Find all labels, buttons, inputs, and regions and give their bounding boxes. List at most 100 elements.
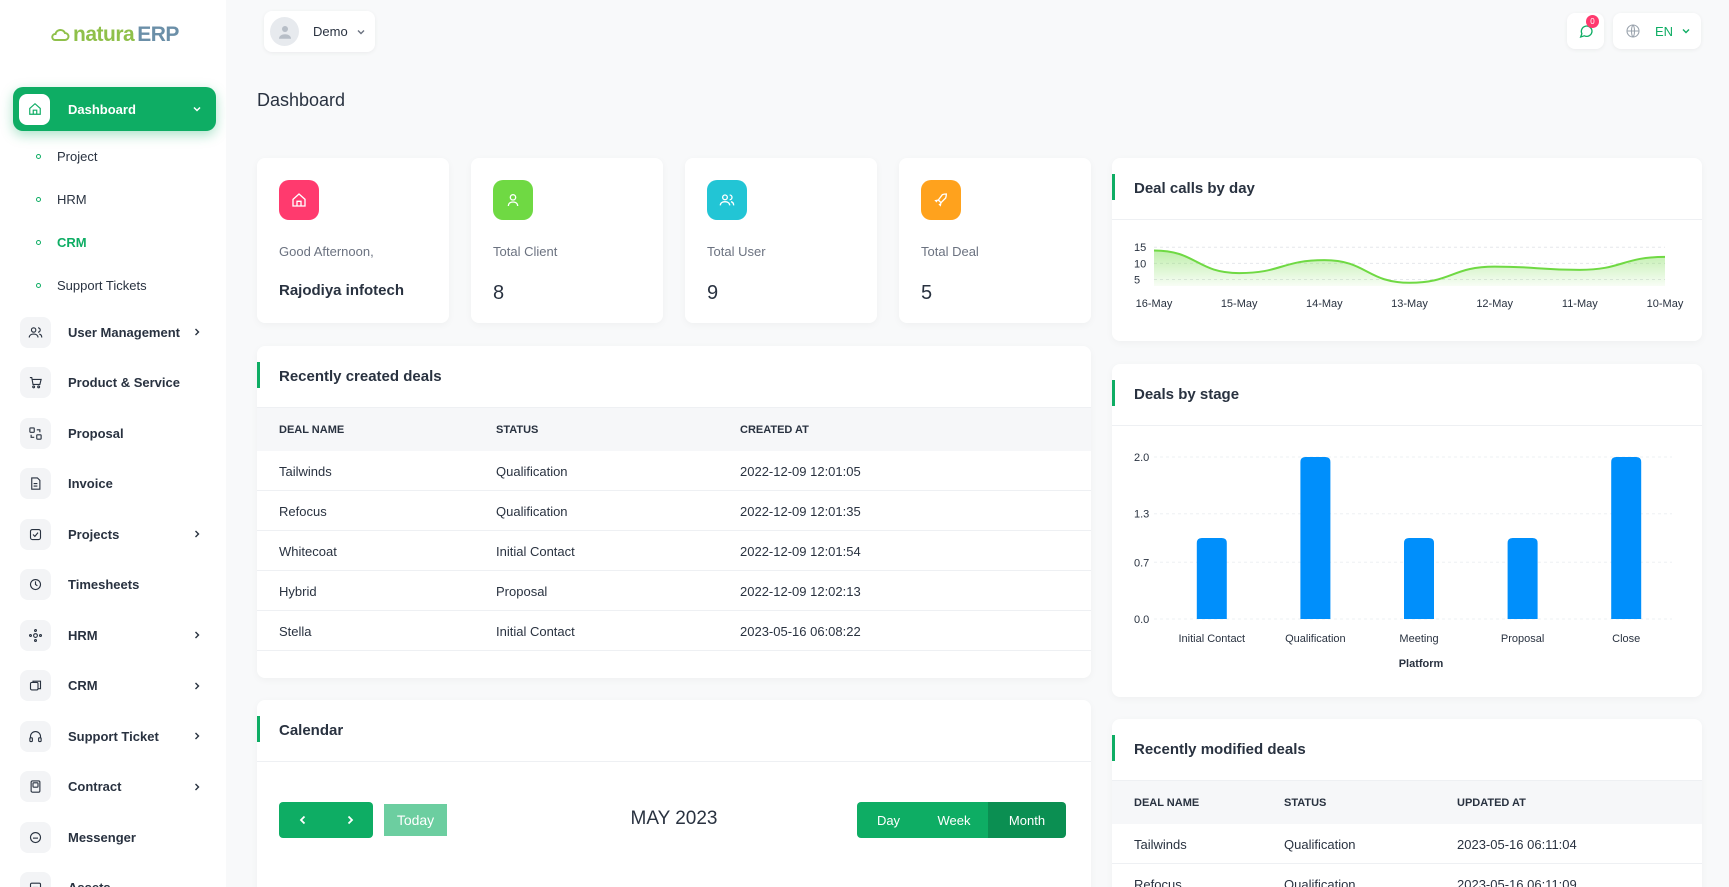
x-tick-label: Close xyxy=(1612,633,1640,645)
hrm-icon xyxy=(20,619,51,651)
submenu-label: Project xyxy=(57,148,98,164)
sidebar-item-projects[interactable]: Projects xyxy=(20,517,210,551)
column-header: DEAL NAME xyxy=(1134,797,1200,809)
calendar-month-title: MAY 2023 xyxy=(630,808,718,829)
calendar-view-day[interactable]: Day xyxy=(857,802,920,838)
sidebar-item-label: Timesheets xyxy=(68,577,140,592)
deals-by-stage-card: Deals by stage 2.0 1.3 0.7 0.0 Initial Conta… xyxy=(1112,364,1702,697)
stat-label: Total User xyxy=(707,244,766,259)
card-title: Calendar xyxy=(279,722,344,739)
sidebar-item-support-ticket[interactable]: Support Ticket xyxy=(20,719,210,753)
table-cell: Qualification xyxy=(1284,837,1356,852)
table-cell: Refocus xyxy=(279,504,327,519)
chevron-right-icon xyxy=(195,682,200,689)
table-cell: Qualification xyxy=(1284,877,1356,887)
sidebar-item-label: Invoice xyxy=(68,476,113,491)
user-name: Demo xyxy=(313,24,348,39)
users-icon xyxy=(707,180,747,220)
stat-value: 8 xyxy=(493,282,505,304)
column-header: CREATED AT xyxy=(740,424,809,436)
table-cell: Qualification xyxy=(496,504,568,519)
x-tick-label: 10-May xyxy=(1647,298,1684,310)
accent-bar xyxy=(257,362,260,388)
chevron-left-icon xyxy=(299,815,305,825)
table-cell: Whitecoat xyxy=(279,544,337,559)
submenu-support-tickets[interactable]: Support Tickets xyxy=(36,275,147,295)
chevron-right-icon xyxy=(195,530,200,538)
card-header: Recently created deals xyxy=(257,346,1091,408)
calendar-next-button[interactable] xyxy=(326,802,373,838)
area-fill xyxy=(1154,250,1665,286)
x-tick-label: 13-May xyxy=(1391,298,1428,310)
language-dropdown[interactable]: EN xyxy=(1613,13,1701,49)
chevron-right-icon xyxy=(195,631,200,639)
table-row: Stella Initial Contact 2023-05-16 06:08:22 xyxy=(257,611,1091,651)
invoice-icon xyxy=(20,468,51,499)
chevron-right-icon xyxy=(195,732,200,740)
table-cell: 2023-05-16 06:11:04 xyxy=(1457,837,1577,852)
x-tick-label: 15-May xyxy=(1221,298,1258,310)
column-header: STATUS xyxy=(1284,797,1327,809)
sidebar-item-crm[interactable]: CRM xyxy=(20,669,210,703)
calendar-today-button[interactable]: Today xyxy=(384,804,447,836)
table-cell: Tailwinds xyxy=(279,464,332,479)
sidebar-item-user-management[interactable]: User Management xyxy=(20,315,210,349)
bar-close[interactable] xyxy=(1611,457,1642,619)
table-row: Refocus Qualification 2022-12-09 12:01:35 xyxy=(257,491,1091,531)
sidebar-item-dashboard[interactable]: Dashboard xyxy=(13,87,216,131)
table-row: Hybrid Proposal 2022-12-09 12:02:13 xyxy=(257,571,1091,611)
home-icon xyxy=(279,180,319,220)
bar-meeting[interactable] xyxy=(1404,538,1434,619)
stat-value: 5 xyxy=(921,282,933,304)
stat-card-total-deal: Total Deal 5 xyxy=(899,158,1091,323)
y-tick-label: 0.7 xyxy=(1134,557,1149,569)
table-cell: 2022-12-09 12:01:05 xyxy=(740,464,861,479)
table-cell: 2022-12-09 12:01:54 xyxy=(740,544,861,559)
submenu-label: HRM xyxy=(57,191,87,207)
calendar-view-month[interactable]: Month xyxy=(988,802,1066,838)
stat-label: Total Client xyxy=(493,244,558,259)
home-icon xyxy=(19,93,50,125)
accent-bar xyxy=(1112,174,1115,200)
globe-icon xyxy=(1626,24,1640,38)
sidebar-item-label: Assets xyxy=(68,880,210,887)
calendar-prev-button[interactable] xyxy=(279,802,326,838)
submenu-crm[interactable]: CRM xyxy=(36,232,87,252)
submenu-project[interactable]: Project xyxy=(36,146,97,166)
table-cell: Refocus xyxy=(1134,877,1182,887)
submenu-hrm[interactable]: HRM xyxy=(36,189,87,209)
users-icon xyxy=(20,316,51,348)
chevron-down-icon xyxy=(1682,29,1690,34)
card-header: Deals by stage xyxy=(1112,364,1702,426)
x-tick-label: Meeting xyxy=(1399,633,1438,645)
stat-card-greeting: Good Afternoon, Rajodiya infotech xyxy=(257,158,449,323)
sidebar-item-messenger[interactable]: Messenger xyxy=(20,820,210,854)
sidebar-item-product-service[interactable]: Product & Service xyxy=(20,366,210,400)
sidebar-item-hrm[interactable]: HRM xyxy=(20,618,210,652)
sidebar-item-assets[interactable]: Assets xyxy=(20,871,210,887)
table-cell: 2023-05-16 06:08:22 xyxy=(740,624,861,639)
table-cell: Stella xyxy=(279,624,312,639)
table-cell: 2023-05-16 06:11:09 xyxy=(1457,877,1577,887)
sidebar-item-label: User Management xyxy=(68,324,180,340)
y-tick-label: 1.3 xyxy=(1134,509,1149,521)
chevron-right-icon xyxy=(347,815,353,825)
user-dropdown[interactable]: Demo xyxy=(264,11,375,52)
language-label: EN xyxy=(1655,23,1674,39)
modified-deals-card: Recently modified deals DEAL NAME STATUS… xyxy=(1112,719,1702,887)
card-title: Deal calls by day xyxy=(1134,180,1255,197)
accent-bar xyxy=(1112,735,1115,761)
sidebar-item-contract[interactable]: Contract xyxy=(20,770,210,804)
stat-card-total-client: Total Client 8 xyxy=(471,158,663,323)
calendar-view-week[interactable]: Week xyxy=(920,802,988,838)
brand-logo[interactable]: natura ERP xyxy=(50,23,179,47)
bar-proposal[interactable] xyxy=(1507,538,1538,619)
rocket-icon xyxy=(921,180,961,220)
sidebar-item-proposal[interactable]: Proposal xyxy=(20,416,210,450)
bar-qualification[interactable] xyxy=(1300,457,1331,619)
table-header: DEAL NAME STATUS UPDATED AT xyxy=(1112,781,1702,824)
sidebar-item-invoice[interactable]: Invoice xyxy=(20,467,210,501)
bar-initial-contact[interactable] xyxy=(1196,538,1227,619)
crm-icon xyxy=(20,670,51,701)
sidebar-item-timesheets[interactable]: Timesheets xyxy=(20,568,210,602)
